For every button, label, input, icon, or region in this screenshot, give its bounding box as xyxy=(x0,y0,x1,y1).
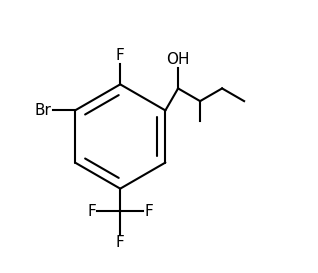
Text: F: F xyxy=(88,204,96,219)
Text: OH: OH xyxy=(166,52,190,67)
Text: Br: Br xyxy=(35,103,52,118)
Text: F: F xyxy=(116,48,125,63)
Text: F: F xyxy=(144,204,153,219)
Text: F: F xyxy=(116,235,125,250)
